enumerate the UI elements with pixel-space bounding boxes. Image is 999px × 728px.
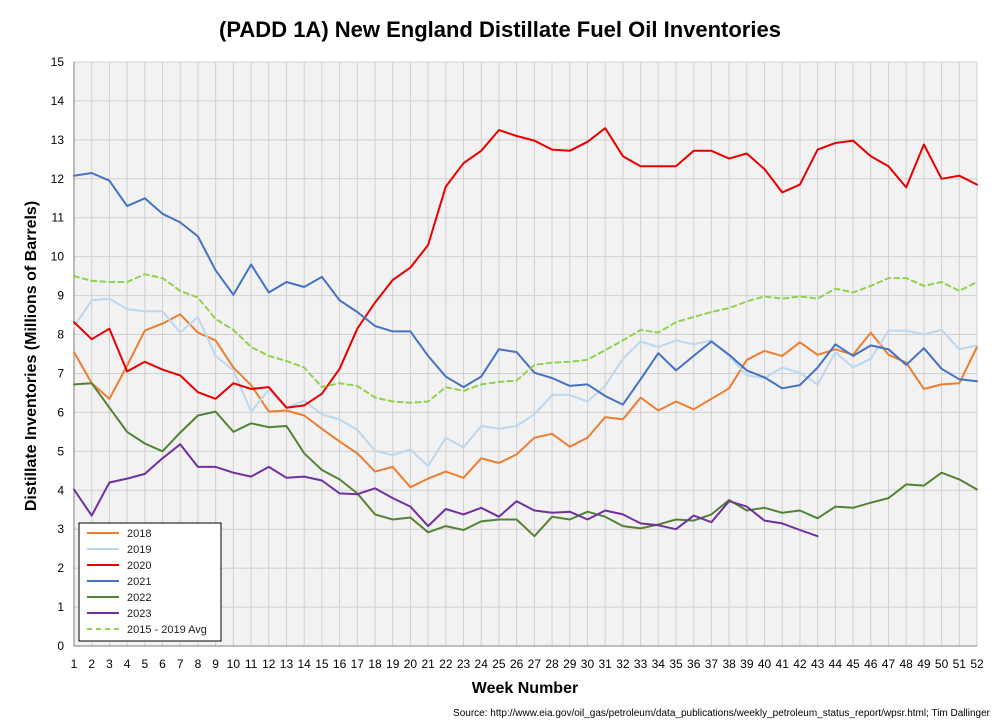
x-tick-label: 15	[315, 657, 329, 671]
x-tick-label: 2	[88, 657, 95, 671]
series-line-2020	[73, 127, 978, 409]
chart-title: (PADD 1A) New England Distillate Fuel Oi…	[219, 17, 781, 42]
x-tick-label: 6	[159, 657, 166, 671]
x-tick-label: 45	[846, 657, 860, 671]
x-tick-label: 52	[970, 657, 984, 671]
x-tick-label: 32	[616, 657, 630, 671]
x-tick-label: 4	[124, 657, 131, 671]
x-tick-label: 18	[368, 657, 382, 671]
x-tick-label: 51	[953, 657, 967, 671]
x-axis-title: Week Number	[472, 680, 578, 697]
x-tick-label: 19	[386, 657, 400, 671]
x-tick-label: 20	[404, 657, 418, 671]
x-tick-label: 25	[492, 657, 506, 671]
y-tick-label: 9	[57, 289, 64, 303]
x-tick-label: 8	[195, 657, 202, 671]
legend-label: 2023	[127, 608, 151, 620]
x-tick-label: 47	[882, 657, 896, 671]
y-tick-label: 6	[57, 405, 64, 419]
source-note: Source: http://www.eia.gov/oil_gas/petro…	[453, 708, 991, 719]
series-line-2022	[73, 382, 978, 538]
x-tick-label: 11	[245, 657, 258, 671]
series-line-2018	[73, 313, 978, 489]
legend-label: 2021	[127, 576, 151, 588]
y-tick-label: 4	[57, 483, 64, 497]
x-tick-label: 34	[652, 657, 666, 671]
x-tick-label: 21	[421, 657, 435, 671]
series-line-2021	[73, 172, 978, 406]
y-tick-label: 8	[57, 328, 64, 342]
legend: 2018 2019 2020 2021 2022 2023 2015 - 2019 Avg	[78, 522, 222, 642]
x-tick-label: 29	[563, 657, 577, 671]
x-tick-label: 24	[475, 657, 489, 671]
x-tick-label: 16	[333, 657, 347, 671]
y-tick-label: 0	[57, 639, 64, 653]
x-tick-label: 30	[581, 657, 595, 671]
x-tick-label: 1	[71, 657, 78, 671]
y-tick-label: 12	[51, 172, 65, 186]
x-tick-label: 10	[227, 657, 241, 671]
x-tick-label: 12	[262, 657, 276, 671]
x-tick-label: 22	[439, 657, 453, 671]
x-tick-label: 44	[829, 657, 843, 671]
legend-label: 2019	[127, 544, 151, 556]
y-tick-label: 3	[57, 522, 64, 536]
x-tick-label: 43	[811, 657, 825, 671]
x-tick-label: 17	[351, 657, 365, 671]
x-tick-label: 50	[935, 657, 949, 671]
x-tick-label: 39	[740, 657, 754, 671]
x-tick-label: 37	[705, 657, 719, 671]
y-axis-title: Distillate Inventories (Millions of Barr…	[23, 201, 40, 511]
series-line-2019	[73, 297, 978, 468]
x-tick-label: 5	[141, 657, 148, 671]
x-tick-label: 38	[722, 657, 736, 671]
x-tick-label: 23	[457, 657, 471, 671]
legend-label: 2022	[127, 592, 151, 604]
x-tick-label: 48	[899, 657, 913, 671]
x-tick-label: 3	[106, 657, 113, 671]
x-tick-label: 13	[280, 657, 294, 671]
x-tick-label: 28	[545, 657, 559, 671]
x-tick-label: 27	[528, 657, 542, 671]
y-tick-label: 10	[51, 250, 65, 264]
legend-label: 2018	[127, 528, 151, 540]
legend-label: 2015 - 2019 Avg	[127, 624, 207, 636]
x-tick-label: 49	[917, 657, 931, 671]
y-tick-label: 14	[51, 94, 65, 108]
x-tick-label: 46	[864, 657, 878, 671]
y-tick-label: 2	[57, 561, 64, 575]
y-tick-label: 11	[52, 211, 65, 225]
legend-label: 2020	[127, 560, 151, 572]
y-tick-label: 13	[51, 133, 65, 147]
x-tick-label: 9	[212, 657, 219, 671]
x-tick-label: 14	[297, 657, 311, 671]
y-tick-label: 1	[57, 600, 64, 614]
x-tick-label: 41	[776, 657, 790, 671]
x-tick-label: 35	[669, 657, 683, 671]
y-tick-label: 7	[57, 366, 64, 380]
y-tick-label: 5	[57, 444, 64, 458]
x-tick-label: 42	[793, 657, 807, 671]
x-tick-label: 33	[634, 657, 648, 671]
series-line-2015-2019-avg	[73, 273, 978, 404]
x-tick-label: 40	[758, 657, 772, 671]
x-tick-label: 7	[177, 657, 184, 671]
y-tick-label: 15	[51, 55, 65, 69]
x-tick-label: 36	[687, 657, 701, 671]
x-tick-label: 26	[510, 657, 524, 671]
series-line-2023	[73, 443, 819, 538]
x-tick-label: 31	[598, 657, 612, 671]
